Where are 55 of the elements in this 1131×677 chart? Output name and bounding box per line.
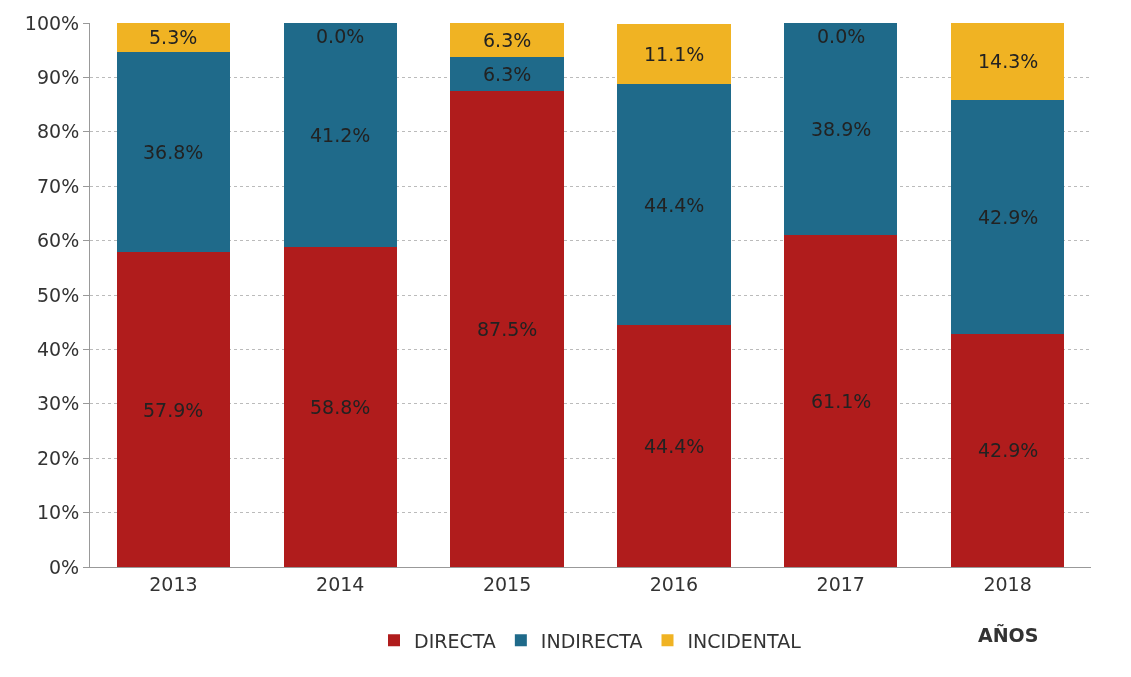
y-tick-label: 50% bbox=[36, 283, 80, 306]
bar bbox=[784, 234, 898, 567]
x-tick-label: 2013 bbox=[149, 572, 198, 595]
data-label: 36.8% bbox=[143, 141, 204, 163]
bar bbox=[116, 252, 231, 567]
y-tick-label: 30% bbox=[36, 392, 80, 415]
data-label: 57.9% bbox=[143, 399, 204, 421]
x-tick-label: 2018 bbox=[983, 572, 1032, 595]
data-label: 42.9% bbox=[978, 439, 1039, 461]
data-label: 44.4% bbox=[644, 435, 705, 457]
legend-label: INDIRECTA bbox=[540, 629, 643, 652]
y-tick-label: 70% bbox=[36, 174, 80, 197]
bar bbox=[450, 56, 564, 91]
bar bbox=[950, 23, 1065, 101]
bar bbox=[617, 325, 731, 567]
x-tick-label: 2014 bbox=[316, 572, 365, 595]
y-tick-label: 20% bbox=[36, 446, 80, 469]
bar bbox=[116, 23, 231, 52]
data-label: 42.9% bbox=[978, 206, 1039, 228]
bar bbox=[116, 51, 231, 253]
data-label: 5.3% bbox=[149, 26, 198, 48]
legend-label: INCIDENTAL bbox=[687, 629, 802, 652]
x-axis-title: AÑOS bbox=[978, 623, 1039, 646]
y-tick-label: 100% bbox=[24, 11, 80, 34]
data-label: 14.3% bbox=[978, 50, 1039, 72]
data-label: 61.1% bbox=[811, 390, 872, 412]
data-label: 87.5% bbox=[477, 318, 538, 340]
data-label: 6.3% bbox=[483, 29, 532, 51]
bar bbox=[617, 23, 731, 84]
bar bbox=[283, 247, 397, 567]
bar bbox=[450, 23, 564, 57]
bar bbox=[950, 100, 1065, 334]
y-tick-label: 0% bbox=[49, 555, 80, 578]
legend-label: DIRECTA bbox=[414, 629, 496, 652]
data-label: 11.1% bbox=[644, 43, 705, 65]
data-label: 58.8% bbox=[310, 396, 371, 418]
data-label: 0.0% bbox=[817, 25, 866, 47]
bar bbox=[617, 83, 731, 326]
data-label: 38.9% bbox=[811, 118, 872, 140]
data-label: 41.2% bbox=[310, 124, 371, 146]
y-tick-label: 80% bbox=[36, 120, 80, 143]
y-tick-label: 60% bbox=[36, 229, 80, 252]
y-tick-label: 40% bbox=[36, 338, 80, 361]
bar bbox=[450, 91, 564, 567]
y-tick-label: 10% bbox=[36, 501, 80, 524]
y-tick-label: 90% bbox=[36, 66, 80, 89]
bar bbox=[283, 23, 397, 248]
bar bbox=[784, 23, 898, 235]
bar bbox=[950, 333, 1065, 567]
data-label: 6.3% bbox=[483, 63, 532, 85]
data-label: 44.4% bbox=[644, 194, 705, 216]
x-tick-label: 2015 bbox=[482, 572, 532, 595]
x-tick-label: 2017 bbox=[816, 572, 865, 595]
x-tick-label: 2016 bbox=[649, 572, 699, 595]
data-label: 0.0% bbox=[316, 25, 365, 47]
